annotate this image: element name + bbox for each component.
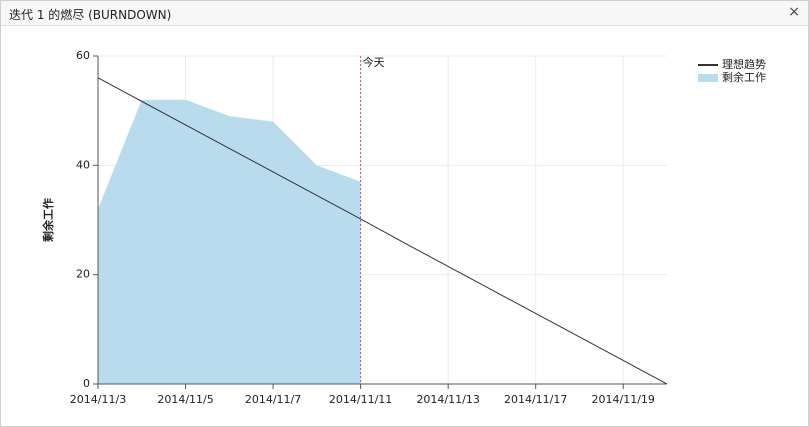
- remaining-area: [98, 99, 361, 384]
- ideal-line: [97, 77, 668, 385]
- legend-label: 理想趋势: [722, 57, 766, 71]
- x-tick-label: 2014/11/13: [416, 393, 479, 406]
- x-tick-label: 2014/11/17: [504, 393, 567, 406]
- x-tick-label: 2014/11/5: [157, 393, 213, 406]
- x-tick-label: 2014/11/3: [70, 393, 126, 406]
- close-button[interactable]: ×: [788, 4, 800, 20]
- today-label: 今天: [363, 55, 385, 69]
- title-bar: 迭代 1 的燃尽 (BURNDOWN) ×: [1, 1, 808, 26]
- x-tick-label: 2014/11/7: [245, 393, 301, 406]
- y-tick-label: 60: [76, 49, 90, 62]
- y-axis-label: 剩余工作: [41, 198, 55, 242]
- window-title: 迭代 1 的燃尽 (BURNDOWN): [9, 8, 172, 22]
- x-tick-label: 2014/11/19: [592, 393, 655, 406]
- legend-swatch: [698, 74, 718, 82]
- y-tick-label: 40: [76, 158, 90, 171]
- y-tick-label: 0: [83, 377, 90, 390]
- legend-label: 剩余工作: [722, 70, 766, 84]
- y-tick-label: 20: [76, 268, 90, 281]
- x-tick-label: 2014/11/11: [329, 393, 392, 406]
